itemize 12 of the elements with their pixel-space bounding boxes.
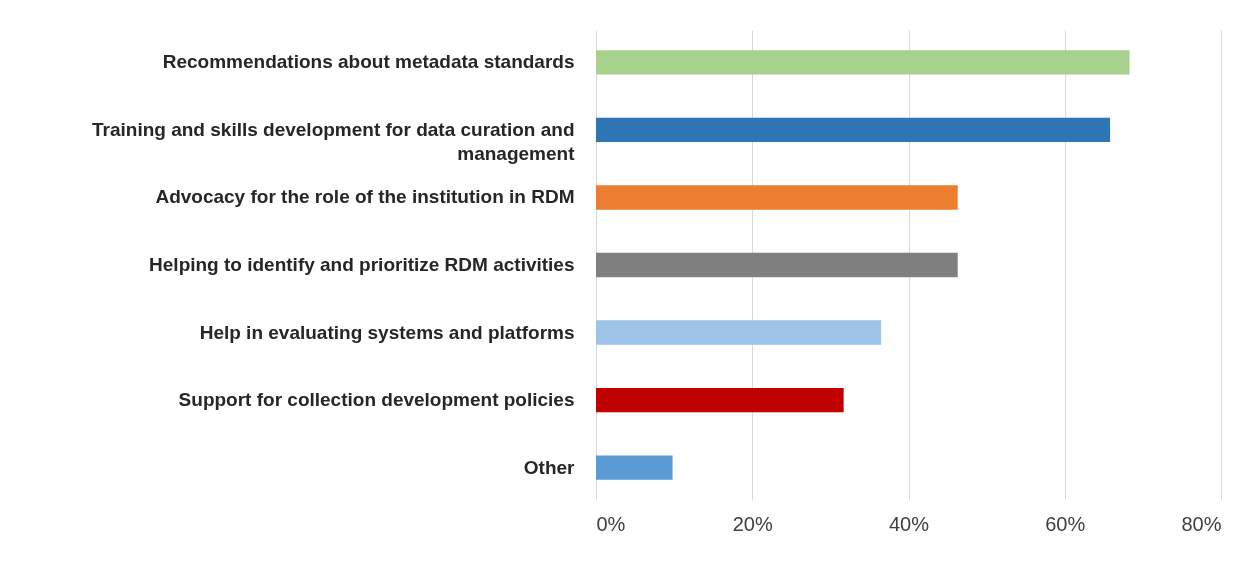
y-tick-label: Support for collection development policies (178, 389, 575, 411)
x-tick-label: 20% (732, 512, 773, 535)
x-tick-label: 0% (596, 512, 626, 535)
x-tick-label: 40% (888, 512, 930, 535)
y-tick-label: Other (523, 456, 576, 478)
x-tick-label: 60% (1045, 512, 1086, 535)
x-tick-label: 80% (1181, 512, 1222, 535)
y-tick-label: Recommendations about metadata standards (162, 51, 575, 73)
y-tick-label: Help in evaluating systems and platforms (199, 321, 575, 343)
y-tick-label: Advocacy for the role of the institution in RDM (155, 186, 575, 208)
y-tick-label: Helping to identify and prioritize RDM activities (149, 254, 575, 275)
y-tick-label: Training and skills development for data curation and management (92, 118, 576, 164)
